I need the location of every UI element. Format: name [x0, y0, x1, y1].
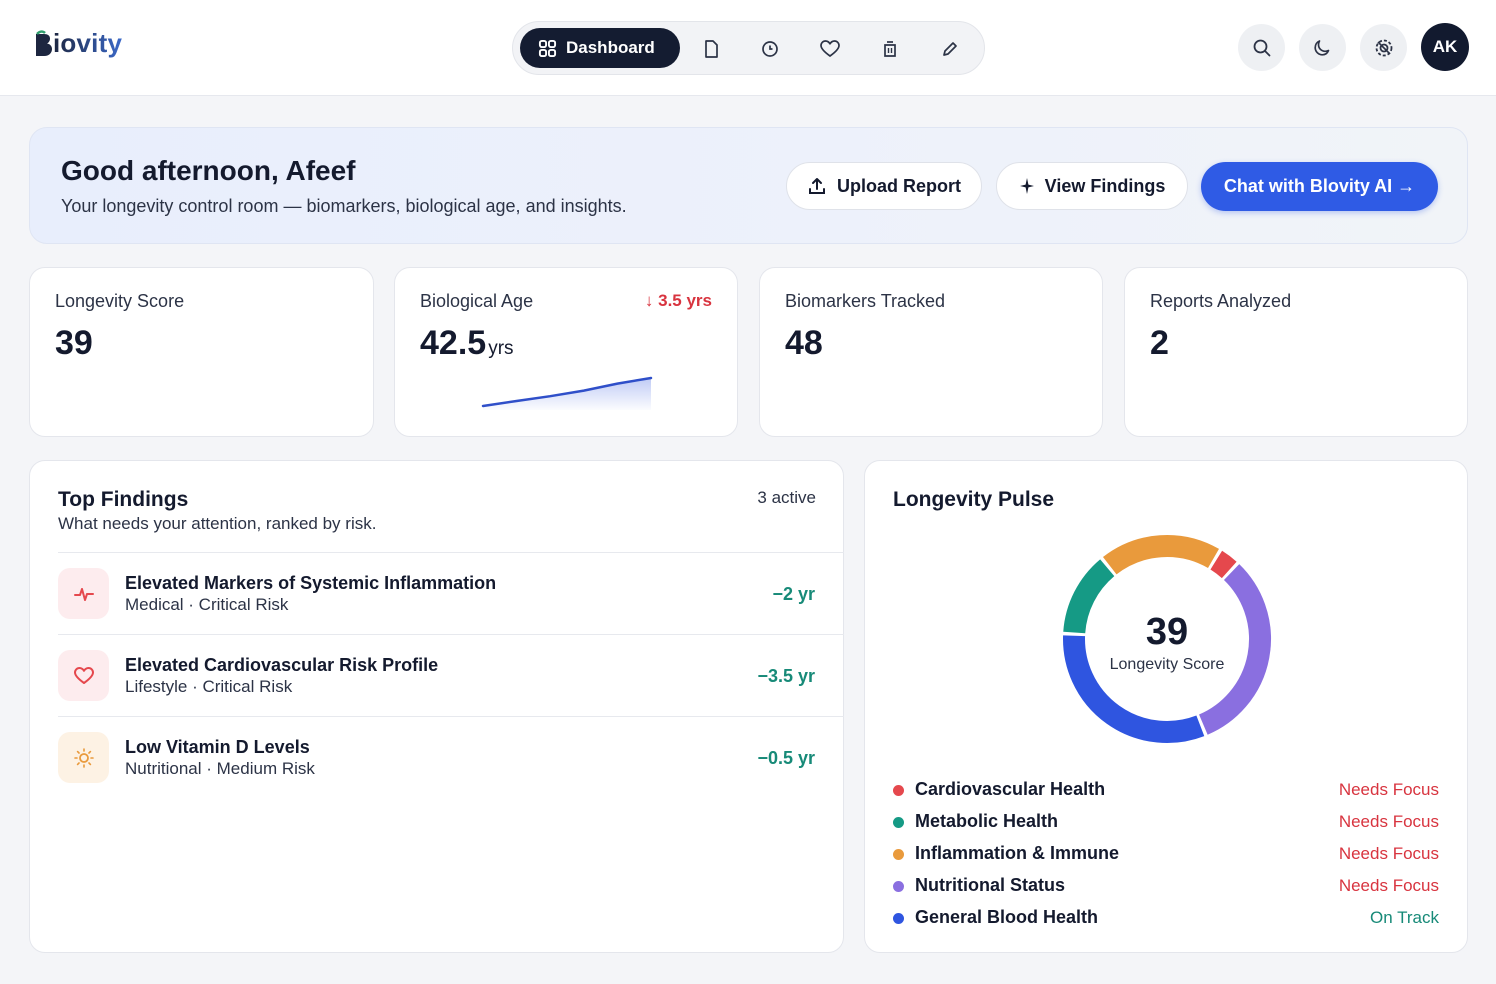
divider [58, 634, 844, 635]
finding-title: Elevated Cardiovascular Risk Profile [125, 655, 439, 675]
pulse-title: Longevity Pulse [893, 488, 1055, 511]
stat-label: Biomarkers Tracked [785, 291, 946, 311]
divider [58, 716, 844, 717]
pulse-row-metabolic[interactable]: Metabolic Health Needs Focus [893, 810, 1439, 834]
category-name: Nutritional Status [915, 875, 1066, 895]
stat-label: Reports Analyzed [1150, 291, 1292, 311]
file-icon[interactable] [698, 36, 724, 62]
avatar[interactable]: AK [1421, 23, 1469, 71]
chat-ai-label: Chat with Blovity AI → [1223, 176, 1416, 196]
finding-impact: −0.5 yr [757, 748, 815, 768]
stat-value: 42.5 yrs [420, 324, 514, 363]
greeting-title: Good afternoon, Afeef [61, 155, 356, 186]
donut-score-label: Longevity Score [1109, 656, 1225, 673]
category-status: Needs Focus [1338, 812, 1439, 831]
donut-segment [1102, 535, 1219, 575]
category-status: Needs Focus [1338, 780, 1439, 799]
longevity-donut-chart: 39 Longevity Score [1061, 533, 1273, 745]
donut-score: 39 [1145, 611, 1189, 653]
search-button[interactable] [1238, 24, 1285, 71]
heart-icon [58, 650, 109, 701]
trash-icon[interactable] [877, 36, 903, 62]
stat-value: 48 [785, 324, 823, 362]
legend-dot [893, 849, 904, 860]
pulse-row-blood[interactable]: General Blood Health On Track [893, 906, 1439, 930]
gear-icon [1375, 39, 1392, 56]
legend-dot [893, 817, 904, 828]
stat-card-biomarkers: Biomarkers Tracked 48 [759, 267, 1103, 437]
category-name: Metabolic Health [915, 811, 1059, 831]
heart-icon[interactable] [817, 36, 843, 62]
sun-icon [58, 732, 109, 783]
legend-dot [893, 913, 904, 924]
avatar-initials: AK [1432, 37, 1458, 56]
pulse-row-nutritional[interactable]: Nutritional Status Needs Focus [893, 874, 1439, 898]
logo-mark-icon [34, 29, 52, 58]
upload-icon [809, 178, 825, 194]
category-name: Inflammation & Immune [915, 843, 1120, 863]
divider [58, 552, 844, 553]
longevity-pulse-panel: Longevity Pulse 39 Longevity Score Cardi… [864, 460, 1468, 953]
legend-dot [893, 881, 904, 892]
logo-text: iovity [53, 28, 123, 58]
findings-title: Top Findings [58, 488, 189, 511]
nav-dashboard-button[interactable]: Dashboard [520, 28, 680, 68]
category-name: General Blood Health [915, 907, 1099, 927]
finding-meta: Medical · Critical Risk [125, 595, 289, 614]
greeting-subtitle: Your longevity control room — biomarkers… [61, 196, 627, 216]
category-status: Needs Focus [1338, 844, 1439, 863]
donut-segment [1210, 550, 1237, 579]
finding-impact: −3.5 yr [757, 666, 815, 686]
age-delta-badge: ↓ 3.5 yrs [644, 291, 712, 310]
finding-impact: −2 yr [772, 584, 815, 604]
stat-label: Biological Age [420, 291, 534, 311]
legend-dot [893, 785, 904, 796]
sparkline-line [481, 376, 653, 408]
finding-meta: Nutritional · Medium Risk [125, 759, 315, 778]
moon-icon [1313, 39, 1329, 56]
view-findings-button[interactable]: View Findings [996, 162, 1188, 210]
donut-segment [1063, 559, 1115, 634]
upload-report-button[interactable]: Upload Report [786, 162, 982, 210]
settings-button[interactable] [1360, 24, 1407, 71]
chat-ai-button[interactable]: Chat with Blovity AI → [1201, 162, 1438, 211]
category-name: Cardiovascular Health [915, 779, 1106, 799]
greeting-banner: Good afternoon, Afeef Your longevity con… [29, 127, 1468, 244]
finding-meta: Lifestyle · Critical Risk [125, 677, 293, 696]
category-status: Needs Focus [1338, 876, 1439, 895]
pulse-icon [58, 568, 109, 619]
finding-title: Low Vitamin D Levels [125, 737, 310, 757]
donut-segment [1063, 635, 1205, 743]
pulse-row-inflammation[interactable]: Inflammation & Immune Needs Focus [893, 842, 1439, 866]
grid-icon [538, 39, 557, 57]
findings-active-count: 3 active [757, 488, 816, 507]
app-logo[interactable]: iovity [34, 28, 122, 59]
top-bar: iovity Dashboard [0, 0, 1496, 96]
bio-age-unit: yrs [488, 338, 514, 359]
top-findings-panel: Top Findings What needs your attention, … [29, 460, 844, 953]
stat-card-longevity-score: Longevity Score 39 [29, 267, 374, 437]
category-status: On Track [1370, 908, 1439, 927]
pencil-icon[interactable] [937, 36, 963, 62]
search-icon [1253, 39, 1270, 56]
main-nav: Dashboard [512, 21, 985, 75]
bio-age-value: 42.5 [420, 324, 487, 362]
nav-dashboard-label: Dashboard [566, 38, 655, 57]
findings-subtitle: What needs your attention, ranked by ris… [58, 514, 377, 533]
stat-value: 2 [1150, 324, 1169, 362]
pulse-row-cardiovascular[interactable]: Cardiovascular Health Needs Focus [893, 778, 1439, 802]
view-findings-label: View Findings [1044, 175, 1166, 196]
donut-svg [1063, 535, 1271, 743]
finding-title: Elevated Markers of Systemic Inflammatio… [125, 573, 497, 593]
stat-card-biological-age: Biological Age ↓ 3.5 yrs 42.5 yrs [394, 267, 738, 437]
sparkle-icon [1019, 178, 1034, 194]
clock-icon[interactable] [757, 36, 783, 62]
donut-segment [1198, 564, 1271, 735]
theme-toggle-button[interactable] [1299, 24, 1346, 71]
stat-label: Longevity Score [55, 291, 185, 311]
upload-report-label: Upload Report [837, 175, 961, 196]
stat-card-reports: Reports Analyzed 2 [1124, 267, 1468, 437]
stat-value: 39 [55, 324, 93, 362]
bio-age-sparkline [481, 376, 653, 410]
